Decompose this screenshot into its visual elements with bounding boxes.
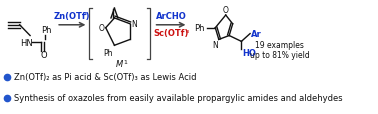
- Text: Ph: Ph: [194, 24, 205, 33]
- Text: O: O: [99, 24, 105, 33]
- Text: ₃: ₃: [186, 27, 189, 33]
- Text: Synthesis of oxazoles from easily available propargylic amides and aldehydes: Synthesis of oxazoles from easily availa…: [14, 94, 342, 103]
- Text: M: M: [116, 60, 123, 69]
- Text: O: O: [223, 6, 229, 15]
- Text: O: O: [41, 50, 47, 59]
- Text: 1: 1: [123, 60, 127, 65]
- Text: ₂: ₂: [83, 10, 87, 16]
- Text: Ar: Ar: [251, 30, 262, 39]
- Text: Zn(OTf)₂ as Pi acid & Sc(OTf)₃ as Lewis Acid: Zn(OTf)₂ as Pi acid & Sc(OTf)₃ as Lewis …: [14, 72, 196, 81]
- Text: HO: HO: [242, 48, 256, 57]
- Text: up to 81% yield: up to 81% yield: [250, 50, 310, 59]
- Text: Ph: Ph: [103, 48, 113, 57]
- Text: ArCHO: ArCHO: [156, 11, 186, 20]
- Text: Sc(OTf): Sc(OTf): [153, 29, 189, 38]
- Text: N: N: [212, 41, 218, 50]
- Text: Ph: Ph: [41, 26, 52, 35]
- Text: HN: HN: [20, 39, 33, 47]
- Text: 19 examples: 19 examples: [255, 40, 304, 49]
- Text: Zn(OTf): Zn(OTf): [54, 11, 90, 20]
- Text: N: N: [131, 20, 137, 29]
